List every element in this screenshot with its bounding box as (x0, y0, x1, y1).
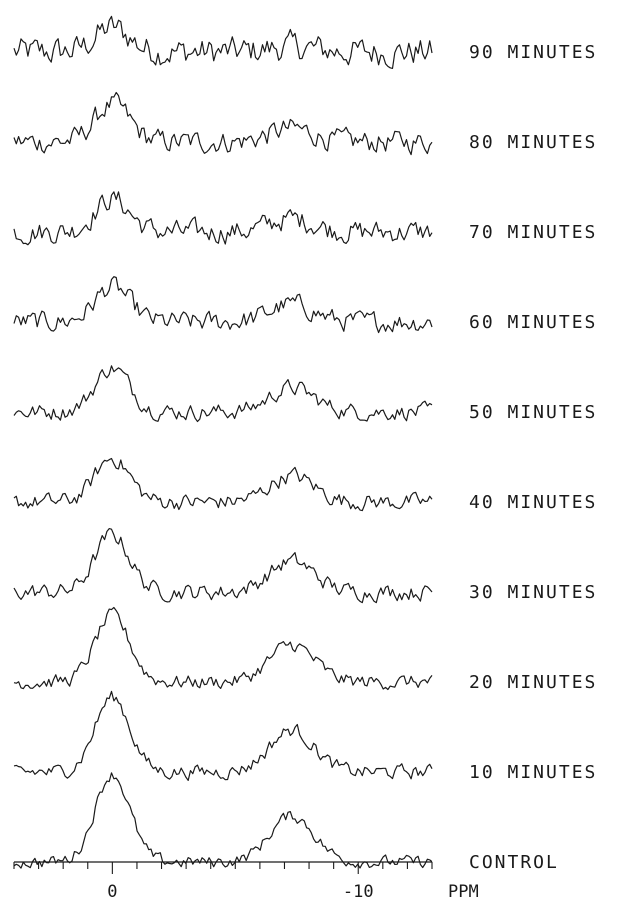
spectrum-trace-30-minutes (13, 527, 433, 604)
trace-labels-group: 90 MINUTES 80 MINUTES 70 MINUTES 60 MINUTES… (469, 42, 597, 873)
spectrum-trace-50-minutes (13, 365, 433, 423)
spectrum-trace-control (13, 772, 433, 869)
x-axis: 0 -10 PPM (13, 861, 479, 902)
spectrum-trace-70-minutes (13, 191, 433, 246)
spectrum-trace-90-minutes (13, 15, 433, 70)
trace-label: 80 MINUTES (469, 132, 597, 153)
trace-label: 10 MINUTES (469, 762, 597, 783)
spectrum-trace-20-minutes (13, 606, 433, 691)
spectrum-trace-80-minutes (13, 91, 433, 156)
spectrum-trace-10-minutes (13, 690, 433, 782)
traces-group (13, 15, 433, 869)
trace-label: 30 MINUTES (469, 582, 597, 603)
trace-label: CONTROL (469, 852, 559, 873)
spectrum-trace-60-minutes (13, 276, 433, 334)
x-unit-label: PPM (448, 882, 479, 902)
trace-label: 90 MINUTES (469, 42, 597, 63)
trace-label: 40 MINUTES (469, 492, 597, 513)
trace-label: 70 MINUTES (469, 222, 597, 243)
trace-label: 60 MINUTES (469, 312, 597, 333)
trace-label: 20 MINUTES (469, 672, 597, 693)
x-tick-label: 0 (107, 882, 117, 902)
x-tick-label: -10 (343, 882, 374, 902)
trace-label: 50 MINUTES (469, 402, 597, 423)
spectrum-trace-40-minutes (13, 457, 433, 512)
